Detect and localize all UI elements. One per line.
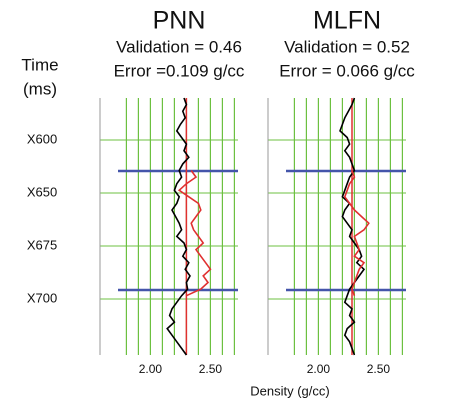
log-line: [177, 170, 212, 297]
y-tick-label: X600: [27, 131, 57, 146]
chart-title: PNN: [153, 7, 206, 35]
x-tick-label: 2.00: [139, 362, 163, 376]
log-line: [343, 170, 370, 296]
x-axis-title: Density (g/cc): [250, 383, 329, 398]
chart-subtitle: Validation = 0.52: [284, 37, 410, 56]
y-axis-title: (ms): [23, 79, 57, 98]
chart-subtitle: Error =0.109 g/cc: [114, 61, 245, 80]
y-tick-label: X700: [27, 290, 57, 305]
chart-title: MLFN: [313, 7, 381, 35]
log-line: [166, 97, 191, 356]
chart-subtitle: Error = 0.066 g/cc: [279, 61, 415, 80]
y-axis-title: Time: [21, 55, 58, 74]
chart-subtitle: Validation = 0.46: [116, 37, 242, 56]
log-line: [339, 97, 366, 356]
x-tick-label: 2.50: [367, 362, 391, 376]
x-tick-label: 2.00: [307, 362, 331, 376]
y-tick-label: X650: [27, 184, 57, 199]
x-tick-label: 2.50: [199, 362, 223, 376]
y-tick-label: X675: [27, 237, 57, 252]
